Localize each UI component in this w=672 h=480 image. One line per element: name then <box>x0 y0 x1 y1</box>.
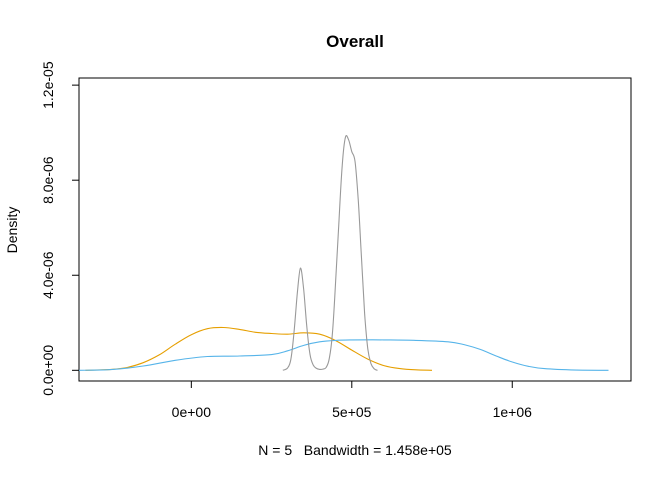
plot-frame <box>78 77 632 382</box>
y-tick-label: 4.0e-06 <box>40 251 56 299</box>
x-axis: 0e+00 5e+05 1e+06 <box>172 380 533 420</box>
x-tick-label: 5e+05 <box>332 404 372 420</box>
x-tick-label: 1e+06 <box>493 404 533 420</box>
y-tick-label: 1.2e-05 <box>40 61 56 109</box>
y-tick-label: 8.0e-06 <box>40 156 56 204</box>
density-curve-2 <box>78 339 609 371</box>
y-axis-label: Density <box>4 207 20 254</box>
x-tick-label: 0e+00 <box>172 404 212 420</box>
density-curves <box>78 135 609 371</box>
y-axis: 0.0e+00 4.0e-06 8.0e-06 1.2e-05 <box>40 61 80 396</box>
chart-title: Overall <box>326 32 384 51</box>
x-axis-label: N = 5 Bandwidth = 1.458e+05 <box>258 442 452 458</box>
density-curve-3 <box>282 135 378 371</box>
y-tick-label: 0.0e+00 <box>40 345 56 396</box>
density-curve-1 <box>85 326 433 371</box>
